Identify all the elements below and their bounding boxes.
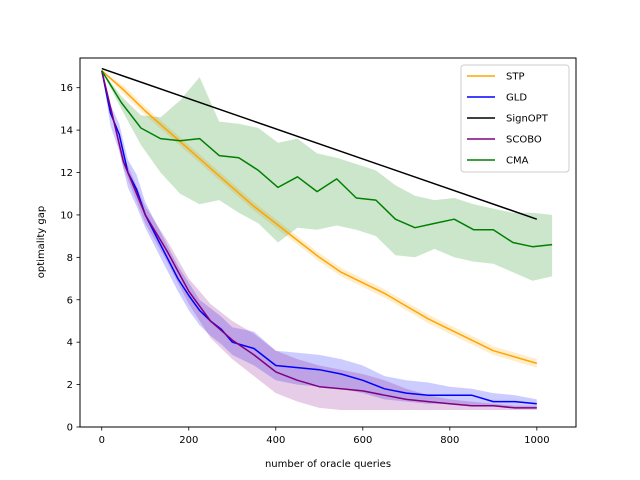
x-tick-label: 0 xyxy=(99,435,105,446)
y-tick-label: 2 xyxy=(67,380,73,391)
signopt-series-line xyxy=(101,67,538,220)
cma-series-line xyxy=(101,70,553,248)
x-tick-label: 400 xyxy=(266,435,285,446)
x-tick-label: 800 xyxy=(440,435,459,446)
y-tick-label: 8 xyxy=(67,253,73,264)
x-tick-label: 200 xyxy=(179,435,198,446)
legend-label-stp: STP xyxy=(506,72,525,83)
stp-series-line xyxy=(101,70,538,365)
y-axis-label: optimality gap xyxy=(36,206,47,278)
y-tick-label: 4 xyxy=(67,338,73,349)
gld-series-line xyxy=(101,70,537,405)
legend: STP GLD SignOPT SCOBO CMA xyxy=(460,64,570,173)
series-lines xyxy=(101,67,553,409)
scobo-confidence-band xyxy=(101,70,537,410)
x-tick-label: 1000 xyxy=(524,435,549,446)
x-axis-ticks: 0 200 400 600 800 1000 xyxy=(99,427,550,446)
scobo-series-line xyxy=(101,70,537,409)
x-axis-label: number of oracle queries xyxy=(265,459,391,470)
legend-label-gld: GLD xyxy=(506,93,527,104)
plot-frame xyxy=(79,57,577,428)
y-tick-label: 10 xyxy=(60,210,73,221)
x-tick-label: 600 xyxy=(353,435,372,446)
cma-confidence-band xyxy=(101,70,553,281)
y-tick-label: 0 xyxy=(67,423,73,434)
y-tick-label: 14 xyxy=(60,126,73,137)
legend-box xyxy=(460,64,570,173)
legend-label-scobo: SCOBO xyxy=(506,135,542,146)
y-tick-label: 16 xyxy=(60,83,73,94)
gld-confidence-band xyxy=(101,70,537,408)
y-tick-label: 12 xyxy=(60,168,73,179)
legend-label-signopt: SignOPT xyxy=(506,114,549,125)
y-tick-label: 6 xyxy=(67,295,73,306)
confidence-bands xyxy=(101,70,553,410)
legend-label-cma: CMA xyxy=(506,156,529,167)
y-axis-ticks: 0 2 4 6 8 10 12 14 16 xyxy=(60,83,80,434)
